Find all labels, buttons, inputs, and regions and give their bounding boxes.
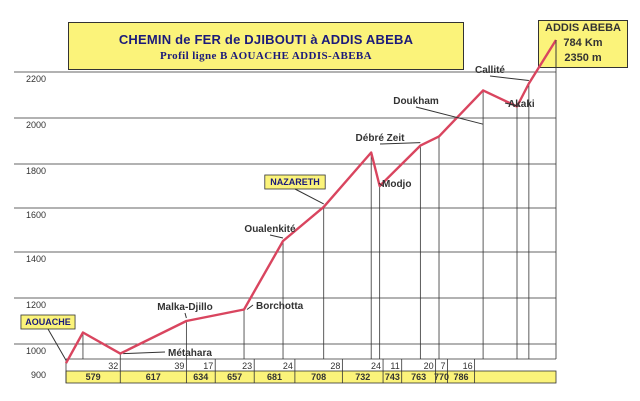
chart-title-box: CHEMIN de FER de DJIBOUTI à ADDIS ABEBA … <box>68 22 464 70</box>
segment-km-label: 23 <box>242 361 252 371</box>
distance-km-label: 763 <box>411 372 426 382</box>
station-label: AOUACHE <box>25 317 71 327</box>
destination-distance: 784 Km <box>563 37 603 49</box>
destination-altitude: 2350 m <box>564 52 602 64</box>
y-tick-1600: 1600 <box>26 210 46 220</box>
segment-km-label: 24 <box>371 361 381 371</box>
distance-km-label: 732 <box>355 372 370 382</box>
station-arrow <box>294 188 324 205</box>
segment-km-label: 7 <box>440 361 445 371</box>
segment-km-label: 28 <box>330 361 340 371</box>
station-arrow <box>123 351 166 355</box>
destination-name: ADDIS ABEBA <box>545 22 621 34</box>
distance-km-label: 657 <box>227 372 242 382</box>
station-arrow <box>246 304 254 310</box>
station-label: Akaki <box>508 99 535 110</box>
station-label: Oualenkité <box>244 224 296 235</box>
station-label: Doukham <box>393 96 439 107</box>
distance-km-label: 708 <box>311 372 326 382</box>
y-tick-1800: 1800 <box>26 166 46 176</box>
segment-km-label: 24 <box>283 361 293 371</box>
station-arrow <box>269 234 284 239</box>
y-tick-2000: 2000 <box>26 120 46 130</box>
distance-km-label: 634 <box>193 372 208 382</box>
distance-km-label: 743 <box>385 372 400 382</box>
elevation-profile-line <box>64 39 558 364</box>
station-arrow <box>184 312 187 319</box>
station-label: Métahara <box>168 348 212 359</box>
station-label: Débré Zeit <box>356 133 406 144</box>
station-label: NAZARETH <box>270 177 320 187</box>
station-arrow <box>379 142 421 145</box>
station-label: Malka-Djillo <box>157 302 213 313</box>
station-arrow <box>47 328 67 361</box>
segment-km-label: 39 <box>174 361 184 371</box>
distance-km-label: 681 <box>267 372 282 382</box>
station-label: Callité <box>475 65 505 76</box>
y-tick-2200: 2200 <box>26 74 46 84</box>
distance-km-label: 770 <box>434 372 449 382</box>
y-tick-1000: 1000 <box>26 346 46 356</box>
station-label: Modjo <box>382 179 411 190</box>
y-tick-1400: 1400 <box>26 254 46 264</box>
distance-km-label: 579 <box>86 372 101 382</box>
station-arrow <box>504 102 521 107</box>
station-label: Borchotta <box>256 301 304 312</box>
y-tick-900: 900 <box>31 370 46 380</box>
distance-km-label: 617 <box>146 372 161 382</box>
distance-km-label: 786 <box>454 372 469 382</box>
y-tick-1200: 1200 <box>26 300 46 310</box>
segment-km-label: 32 <box>108 361 118 371</box>
segment-km-label: 17 <box>203 361 213 371</box>
station-arrow <box>489 75 529 81</box>
segment-km-label: 16 <box>463 361 473 371</box>
station-arrow <box>378 182 383 187</box>
chart-title: CHEMIN de FER de DJIBOUTI à ADDIS ABEBA <box>118 32 414 47</box>
chart-subtitle: Profil ligne B AOUACHE ADDIS-ABEBA <box>159 50 373 62</box>
destination-box: ADDIS ABEBA 784 Km 2350 m <box>538 20 628 68</box>
segment-km-label: 11 <box>390 361 399 371</box>
station-arrow <box>415 106 484 125</box>
segment-km-label: 20 <box>424 361 434 371</box>
